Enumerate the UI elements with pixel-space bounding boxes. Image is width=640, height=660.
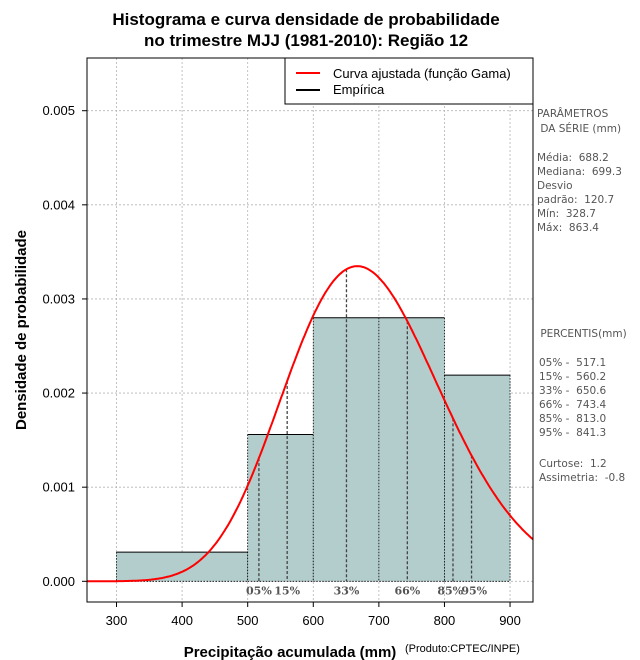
param-min: Mín: 328.7 — [537, 208, 596, 220]
gamma-density-curve — [87, 265, 534, 583]
x-axis-title: Precipitação acumulada (mm) — [184, 644, 397, 660]
percentile-label: 85% — [437, 584, 463, 597]
stat-skewness: Assimetria: -0.8 — [539, 472, 625, 484]
legend-label-fitted-curve: Curva ajustada (função Gama) — [333, 66, 511, 81]
percentiles-panel: PERCENTIS(mm) 05% - 517.1 15% - 560.2 33… — [537, 328, 627, 484]
percentile-label: 05% — [246, 584, 272, 597]
y-tick-label: 0.001 — [42, 480, 75, 495]
legend-box — [284, 57, 534, 105]
params-title-line-1: PARÂMETROS — [537, 107, 609, 120]
percentil-33: 33% - 650.6 — [539, 385, 607, 397]
x-tick-label: 900 — [499, 613, 521, 628]
percentil-15: 15% - 560.2 — [539, 371, 606, 383]
param-stddev-value: padrão: 120.7 — [537, 194, 614, 206]
histogram-bar — [444, 375, 511, 582]
x-tick-label: 300 — [106, 613, 128, 628]
y-axis: 0.000 0.001 0.002 0.003 0.004 0.005 — [42, 103, 87, 589]
percentile-label: 95% — [461, 584, 487, 597]
y-axis-title: Densidade de probabilidade — [13, 230, 30, 430]
x-tick-label: 600 — [302, 613, 324, 628]
chart-title-line-2: no trimestre MJJ (1981-2010): Região 12 — [144, 31, 468, 50]
series-parameters-panel: PARÂMETROS DA SÉRIE (mm) Média: 688.2 Me… — [537, 107, 622, 234]
param-stddev-label: Desvio — [537, 180, 573, 192]
x-tick-label: 500 — [237, 613, 259, 628]
percentis-title: PERCENTIS(mm) — [537, 328, 627, 340]
x-tick-label: 400 — [171, 613, 193, 628]
param-max: Máx: 863.4 — [537, 222, 599, 234]
gamma-curve-layer — [87, 265, 534, 583]
percentile-label: 66% — [394, 584, 420, 597]
percentil-95: 95% - 841.3 — [539, 427, 606, 439]
histogram-bar — [247, 434, 314, 582]
param-median: Mediana: 699.3 — [537, 166, 622, 178]
param-mean: Média: 688.2 — [537, 152, 609, 164]
histogram-bar — [116, 552, 248, 582]
percentile-markers: 05% 15% 33% 66% 85%95% — [246, 269, 488, 597]
y-tick-label: 0.004 — [42, 197, 75, 212]
percentil-05: 05% - 517.1 — [539, 357, 606, 369]
product-credit: (Produto:CPTEC/INPE) — [405, 643, 520, 655]
legend-label-empirical: Empírica — [333, 82, 385, 97]
chart-title-line-1: Histograma e curva densidade de probabil… — [112, 10, 499, 29]
percentil-66: 66% - 743.4 — [539, 399, 607, 411]
percentile-label: 15% — [274, 584, 300, 597]
y-tick-label: 0.000 — [42, 574, 75, 589]
y-tick-label: 0.005 — [42, 103, 75, 118]
stat-kurtosis: Curtose: 1.2 — [539, 458, 607, 470]
percentile-label: 33% — [334, 584, 360, 597]
params-title-line-2: DA SÉRIE (mm) — [537, 122, 621, 135]
x-tick-label: 800 — [434, 613, 456, 628]
legend: Curva ajustada (função Gama) Empírica — [284, 57, 534, 105]
y-tick-label: 0.003 — [42, 291, 75, 306]
y-tick-label: 0.002 — [42, 386, 75, 401]
x-axis: 300 400 500 600 700 800 900 — [106, 602, 521, 628]
x-tick-label: 700 — [368, 613, 390, 628]
percentil-85: 85% - 813.0 — [539, 413, 606, 425]
